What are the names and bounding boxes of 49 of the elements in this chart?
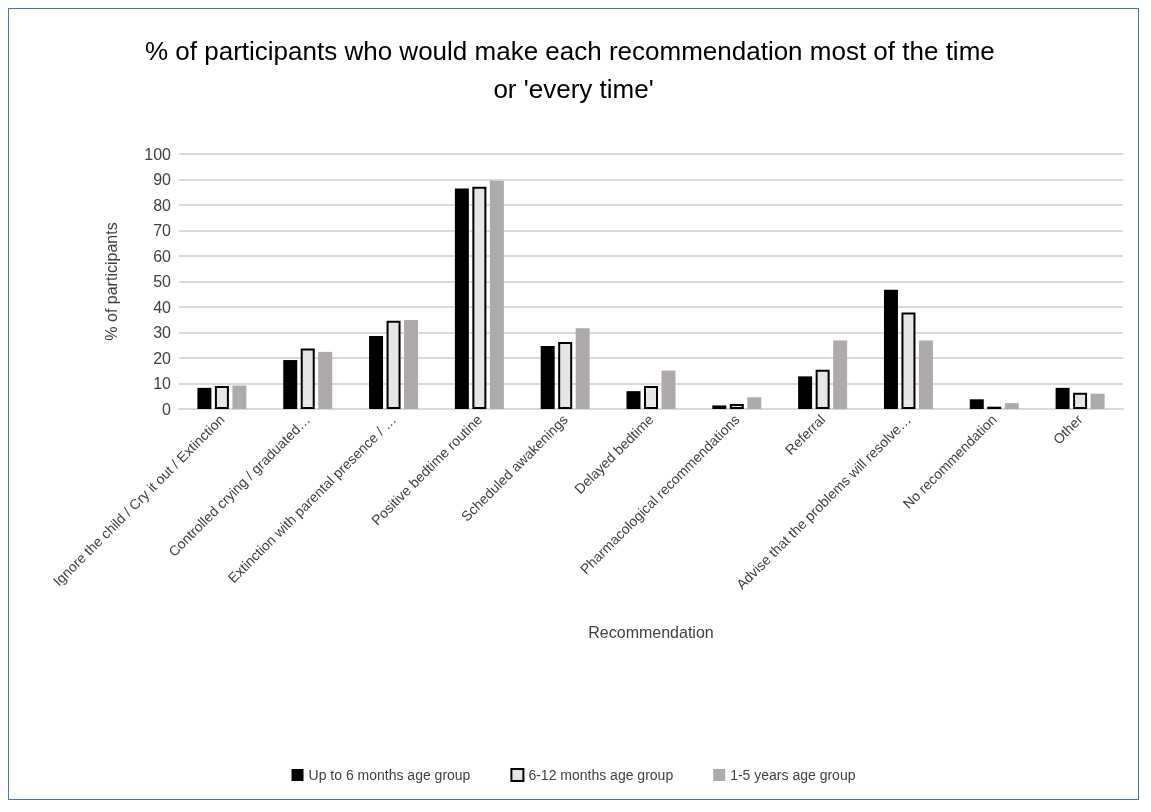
bar — [833, 340, 848, 409]
bar — [798, 376, 813, 409]
y-axis-title: % of participants — [102, 222, 120, 341]
bar — [575, 328, 590, 409]
bar — [1090, 393, 1105, 409]
bar — [489, 180, 504, 409]
bar — [472, 186, 487, 409]
legend-label: 6-12 months age group — [528, 767, 674, 783]
bar — [1004, 403, 1019, 409]
bar — [369, 336, 384, 409]
bar — [558, 341, 573, 409]
bar — [883, 289, 898, 409]
bar — [712, 405, 727, 409]
bar — [540, 346, 555, 409]
bar — [644, 386, 658, 409]
legend-label: Up to 6 months age group — [308, 767, 471, 783]
y-tick-label: 70 — [153, 222, 172, 239]
bar — [454, 188, 469, 409]
y-tick-label: 10 — [153, 375, 172, 392]
bar — [969, 399, 984, 409]
y-tick-label: 30 — [153, 324, 172, 341]
bar — [404, 320, 419, 409]
bar — [232, 385, 247, 409]
bar — [386, 320, 401, 409]
bar — [283, 360, 298, 409]
chart-title: % of participants who would make each recommendation most of the time or 'every time' — [145, 36, 1002, 104]
bar — [815, 369, 830, 409]
bar — [197, 387, 212, 409]
y-tick-label: 40 — [153, 298, 172, 316]
bar — [626, 391, 641, 409]
bar — [1055, 387, 1070, 409]
bar — [300, 348, 315, 409]
y-tick-label: 20 — [153, 349, 172, 367]
bar — [661, 370, 676, 409]
y-tick-label: 80 — [153, 196, 172, 214]
bar — [747, 397, 762, 409]
bar — [318, 351, 333, 409]
y-tick-label: 0 — [162, 400, 172, 418]
y-tick-label: 90 — [153, 171, 172, 188]
bar — [918, 340, 933, 409]
bar — [214, 386, 229, 409]
x-axis-title: Recommendation — [588, 623, 714, 641]
y-tick-label: 50 — [153, 273, 172, 290]
bar — [1073, 392, 1088, 409]
legend-label: 1-5 years age group — [730, 767, 856, 783]
bar — [729, 403, 744, 409]
y-tick-label: 100 — [144, 145, 172, 163]
y-tick-label: 60 — [153, 247, 172, 265]
bar — [901, 312, 916, 409]
